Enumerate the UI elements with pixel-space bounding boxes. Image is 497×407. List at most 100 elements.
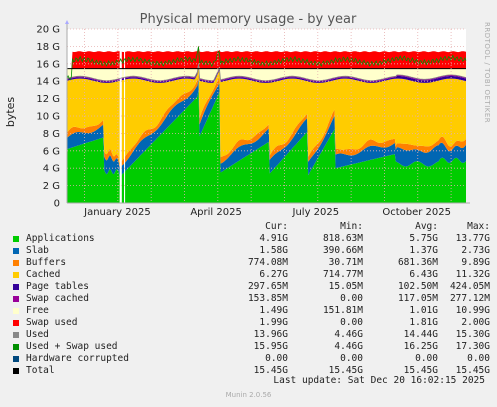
y-tick-label: 8 G: [43, 129, 60, 140]
line-used: [66, 64, 467, 81]
area-buffers: [67, 72, 466, 168]
munin-version: Munin 2.0.56: [225, 391, 272, 399]
legend-max: 15.30G: [455, 329, 490, 340]
y-tick-label: 10 G: [36, 112, 60, 123]
legend-avg: 1.37G: [409, 245, 438, 256]
x-tick-label: October 2025: [382, 207, 451, 218]
legend-min: 4.46G: [334, 341, 363, 352]
legend-max: 2.73G: [461, 245, 490, 256]
legend-min: 30.71M: [328, 257, 363, 268]
legend-max: 277.12M: [449, 293, 490, 304]
legend-cur: 1.99G: [259, 317, 288, 328]
legend-row: Cached 6.27G 714.77M 6.43G 11.32G: [12, 269, 490, 281]
legend-min: 0.00: [340, 293, 363, 304]
legend-label: Swap used: [26, 317, 78, 328]
legend-max: 424.05M: [449, 281, 490, 292]
legend-cur: 6.27G: [259, 269, 288, 280]
header-min: Min:: [340, 221, 363, 232]
legend-swatch: [13, 296, 19, 302]
legend-cur: 1.49G: [259, 305, 288, 316]
legend-table: Cur: Min: Avg: Max: Applications 4.91G 818…: [12, 221, 490, 377]
area-swap-used: [67, 45, 466, 69]
legend-avg: 15.45G: [403, 365, 438, 376]
area-slab: [67, 78, 466, 177]
header-cur: Cur:: [265, 221, 288, 232]
plot-area: [66, 29, 467, 203]
legend-cur: 153.85M: [247, 293, 288, 304]
legend-avg: 6.43G: [409, 269, 438, 280]
area-free: [67, 62, 466, 81]
line-used-plus-swap: [66, 46, 467, 81]
legend-row: Hardware corrupted 0.00 0.00 0.00 0.00: [12, 353, 490, 365]
legend-row: Used 13.96G 4.46G 14.44G 15.30G: [12, 329, 490, 341]
legend-min: 4.46G: [334, 329, 363, 340]
legend-label: Swap cached: [26, 293, 89, 304]
legend-swatch: [13, 308, 19, 314]
last-update: Last update: Sat Dec 20 16:02:15 2025: [273, 375, 485, 386]
legend-avg: 1.81G: [409, 317, 438, 328]
legend-row: Page tables 297.65M 15.05M 102.50M 424.05M: [12, 281, 490, 293]
legend-avg: 0.00: [415, 353, 438, 364]
legend-min: 390.66M: [322, 245, 363, 256]
y-tick-label: 6 G: [43, 146, 60, 157]
x-tick-label: July 2025: [292, 207, 340, 218]
y-axis-label: bytes: [4, 97, 17, 128]
legend-cur: 0.00: [265, 353, 288, 364]
legend-row: Swap cached 153.85M 0.00 117.05M 277.12M: [12, 293, 490, 305]
x-tick-label: April 2025: [190, 207, 241, 218]
legend-label: Applications: [26, 233, 95, 244]
legend-avg: 5.75G: [409, 233, 438, 244]
legend-swatch: [13, 248, 19, 254]
legend-row: Slab 1.58G 390.66M 1.37G 2.73G: [12, 245, 490, 257]
legend-min: 151.81M: [322, 305, 363, 316]
legend-avg: 681.36M: [397, 257, 438, 268]
data-gap: [119, 29, 122, 203]
header-max: Max:: [467, 221, 490, 232]
y-tick-label: 4 G: [43, 164, 60, 175]
legend-label: Cached: [26, 269, 61, 280]
legend-cur: 774.08M: [247, 257, 288, 268]
legend-min: 818.63M: [322, 233, 363, 244]
y-axis-arrow: [65, 20, 69, 24]
legend-swatch: [13, 332, 19, 338]
legend-swatch: [13, 320, 19, 326]
legend-swatch: [13, 368, 19, 374]
legend-max: 13.77G: [455, 233, 490, 244]
y-tick-label: 0: [54, 199, 60, 210]
legend-avg: 1.01G: [409, 305, 438, 316]
legend-min: 714.77M: [322, 269, 363, 280]
legend-row: Swap used 1.99G 0.00 1.81G 2.00G: [12, 317, 490, 329]
legend-max: 10.99G: [455, 305, 490, 316]
legend-max: 17.30G: [455, 341, 490, 352]
area-cached: [67, 66, 466, 164]
legend-max: 11.32G: [455, 269, 490, 280]
legend-label: Used: [26, 329, 49, 340]
legend-label: Page tables: [26, 281, 89, 292]
legend-min: 0.00: [340, 353, 363, 364]
area-applications: [67, 89, 466, 203]
legend-avg: 14.44G: [403, 329, 438, 340]
y-tick-label: 14 G: [36, 77, 60, 88]
legend-min: 15.45G: [328, 365, 363, 376]
legend-cur: 15.45G: [253, 365, 288, 376]
y-tick-label: 2 G: [43, 181, 60, 192]
y-tick-label: 20 G: [36, 25, 60, 36]
legend-swatch: [13, 284, 19, 290]
legend-cur: 15.95G: [253, 341, 288, 352]
legend-label: Hardware corrupted: [26, 353, 129, 364]
legend-max: 2.00G: [461, 317, 490, 328]
x-axis: January 2025 April 2025 July 2025 October 2…: [67, 29, 470, 218]
legend-avg: 117.05M: [397, 293, 438, 304]
header-avg: Avg:: [415, 221, 438, 232]
legend-row: Total 15.45G 15.45G 15.45G 15.45G: [12, 365, 490, 377]
rrdtool-credit: RRDTOOL / TOBI OETIKER: [483, 22, 491, 123]
y-tick-label: 18 G: [36, 42, 60, 53]
area-page-tables: [67, 65, 466, 83]
legend-cur: 297.65M: [247, 281, 288, 292]
x-tick-label: January 2025: [83, 207, 151, 218]
legend-row: Applications 4.91G 818.63M 5.75G 13.77G: [12, 233, 490, 245]
legend-row: Buffers 774.08M 30.71M 681.36M 9.89G: [12, 257, 490, 269]
legend-swatch: [13, 260, 19, 266]
legend-cur: 1.58G: [259, 245, 288, 256]
legend-swatch: [13, 272, 19, 278]
